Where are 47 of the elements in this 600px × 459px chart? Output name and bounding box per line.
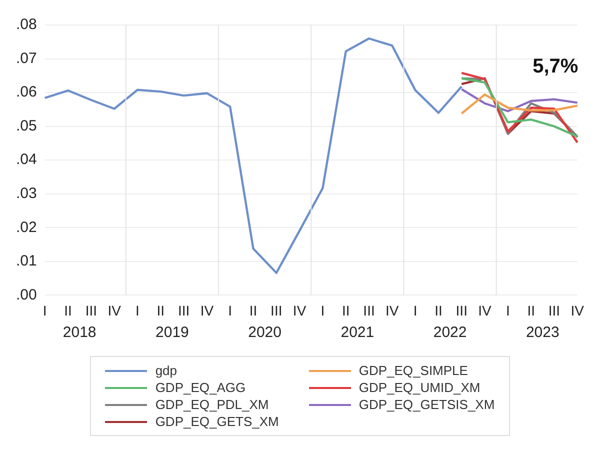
text: 2021	[340, 324, 374, 341]
text: 2018	[62, 324, 96, 341]
x-tick-label: III	[178, 302, 190, 318]
x-tick-label: I	[506, 302, 510, 318]
x-tick-label: I	[320, 302, 325, 318]
x-tick-label: III	[270, 302, 282, 318]
y-tick-label: .03	[16, 185, 37, 202]
legend-label: GDP_EQ_UMID_XM	[358, 380, 480, 395]
x-tick-label: IV	[386, 302, 400, 318]
x-tick-label: IV	[478, 302, 492, 318]
legend-label: GDP_EQ_SIMPLE	[358, 363, 468, 378]
x-tick-label: IV	[200, 302, 214, 318]
y-tick-label: .07	[16, 50, 37, 67]
legend-label: GDP_EQ_AGG	[155, 380, 246, 395]
y-tick-label: .08	[16, 16, 37, 34]
x-tick-label: II	[342, 302, 350, 318]
x-tick-label: IV	[570, 302, 585, 318]
text: 2022	[433, 324, 467, 341]
y-tick-label: .05	[16, 117, 37, 134]
x-tick-label: II	[527, 302, 535, 318]
y-tick-label: .04	[16, 151, 37, 168]
x-tick-label: I	[228, 302, 232, 318]
text: 2020	[248, 324, 282, 341]
annotation: 5,7%	[532, 56, 578, 78]
y-tick-label: .06	[16, 84, 37, 101]
legend-label: gdp	[155, 363, 178, 378]
x-tick-label: II	[434, 302, 442, 318]
x-tick-label: II	[64, 302, 72, 318]
x-tick-label: III	[85, 302, 97, 318]
x-tick-label: I	[42, 302, 47, 318]
y-tick-label: .01	[16, 252, 37, 270]
y-tick-label: .02	[16, 218, 37, 236]
x-tick-label: IV	[108, 302, 122, 318]
legend-label: GDP_EQ_GETS_XM	[155, 414, 279, 429]
x-tick-label: I	[413, 302, 418, 318]
x-tick-label: III	[548, 302, 560, 318]
text: 2023	[526, 324, 560, 341]
y-tick-label: .00	[16, 286, 37, 304]
x-tick-label: III	[363, 302, 375, 318]
x-tick-label: II	[249, 302, 258, 318]
x-tick-label: III	[456, 302, 468, 318]
x-tick-label: IV	[292, 302, 307, 318]
legend-label: GDP_EQ_GETSIS_XM	[358, 397, 495, 412]
legend-label: GDP_EQ_PDL_XM	[155, 397, 269, 412]
text: 2019	[156, 324, 189, 341]
x-tick-label: I	[136, 302, 140, 318]
x-tick-label: II	[156, 302, 165, 318]
